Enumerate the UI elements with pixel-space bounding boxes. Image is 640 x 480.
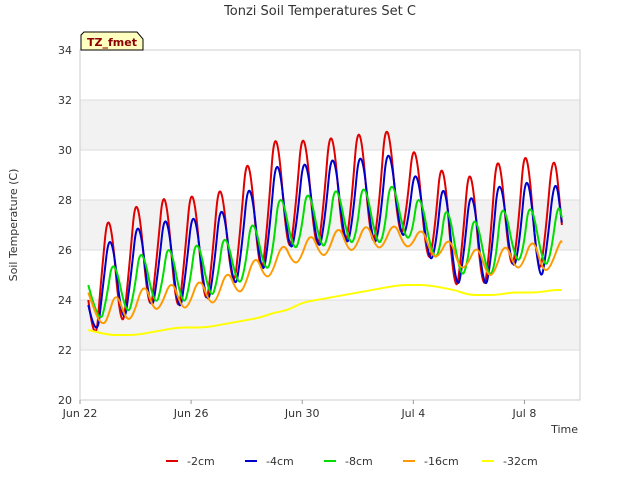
y-tick-label: 22: [58, 344, 72, 357]
x-tick-label: Jul 8: [512, 407, 537, 420]
x-axis-ticks: Jun 22 Jun 26 Jun 30 Jul 4 Jul 8: [62, 400, 537, 420]
chart-title: Tonzi Soil Temperatures Set C: [223, 4, 416, 19]
y-tick-label: 32: [58, 94, 72, 107]
y-tick-label: 24: [58, 294, 72, 307]
y-tick-label: 26: [58, 244, 72, 257]
legend-item: -32cm: [482, 455, 538, 468]
legend: -2cm -4cm -8cm -16cm -32cm: [166, 455, 538, 468]
tag-label: TZ_fmet: [80, 31, 144, 51]
series-line-4cmcm: [87, 154, 563, 329]
plot-band: [80, 300, 580, 350]
legend-label: -32cm: [503, 455, 538, 468]
legend-item: -2cm: [166, 455, 215, 468]
y-tick-label: 20: [58, 394, 72, 407]
legend-item: -16cm: [403, 455, 459, 468]
legend-label: -2cm: [187, 455, 215, 468]
legend-item: -8cm: [324, 455, 373, 468]
y-tick-label: 28: [58, 194, 72, 207]
y-axis-ticks: 20 22 24 26 28 30 32 34: [58, 44, 72, 407]
legend-label: -4cm: [266, 455, 294, 468]
legend-label: -16cm: [424, 455, 459, 468]
x-tick-label: Jun 22: [62, 407, 98, 420]
y-tick-label: 30: [58, 144, 72, 157]
y-tick-label: 34: [58, 44, 72, 57]
x-tick-label: Jul 4: [400, 407, 425, 420]
x-axis-label: Time: [550, 423, 578, 436]
legend-item: -4cm: [245, 455, 294, 468]
series-lines: [87, 130, 563, 336]
x-tick-label: Jun 26: [173, 407, 209, 420]
tag-label-text: TZ_fmet: [87, 36, 137, 49]
x-tick-label: Jun 30: [284, 407, 320, 420]
tag-label-box: [80, 31, 144, 51]
legend-label: -8cm: [345, 455, 373, 468]
y-axis-label: Soil Temperature (C): [7, 169, 20, 282]
series-line-8cmcm: [87, 185, 563, 319]
series-line-32cmcm: [88, 284, 562, 336]
series-line-2cmcm: [87, 130, 563, 333]
plot-area-frame: [79, 49, 581, 401]
series-line-16cmcm: [87, 225, 563, 325]
